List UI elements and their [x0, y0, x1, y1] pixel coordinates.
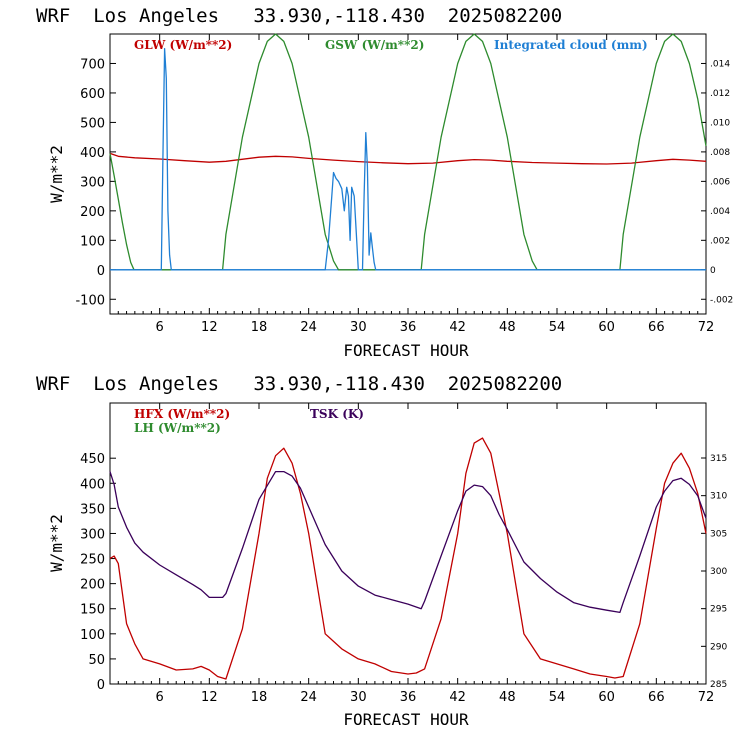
top-chart-xlabel: FORECAST HOUR: [343, 341, 469, 360]
series-line-hfx: [109, 437, 707, 680]
x-tick-label: 24: [300, 690, 317, 705]
x-tick-label: 48: [499, 690, 516, 705]
y-tick-label: 150: [80, 603, 105, 618]
y-tick-label: 500: [80, 116, 105, 131]
series-line-glw: [109, 152, 707, 165]
top-legend-cloud: Integrated cloud (mm): [494, 38, 648, 52]
y2-tick-label: .010: [710, 118, 730, 128]
top-chart-title: WRF Los Angeles 33.930,-118.430 20250822…: [36, 5, 562, 27]
y2-tick-label: .002: [710, 236, 730, 246]
x-tick-label: 42: [449, 320, 466, 335]
y2-tick-label: 315: [710, 454, 727, 464]
x-tick-label: 48: [499, 320, 516, 335]
y2-tick-label: .014: [710, 59, 730, 69]
x-tick-label: 60: [598, 320, 615, 335]
x-tick-label: 36: [400, 690, 417, 705]
bottom-legend-lh: LH (W/m**2): [134, 421, 221, 435]
y2-tick-label: 310: [710, 492, 727, 502]
y-tick-label: 450: [80, 452, 105, 467]
y-tick-label: 100: [80, 628, 105, 643]
top-chart: WRF Los Angeles 33.930,-118.430 20250822…: [36, 5, 733, 360]
top-legend-glw: GLW (W/m**2): [134, 38, 232, 52]
y-tick-label: 400: [80, 146, 105, 161]
y-tick-label: 700: [80, 57, 105, 72]
y2-tick-label: 300: [710, 567, 727, 577]
y-tick-label: 250: [80, 553, 105, 568]
x-tick-label: 30: [350, 320, 367, 335]
bottom-chart-ylabel: W/m**2: [47, 514, 66, 572]
y-tick-label: -100: [75, 293, 105, 308]
x-tick-label: 72: [698, 690, 715, 705]
y2-tick-label: .006: [710, 177, 730, 187]
x-tick-label: 18: [251, 690, 268, 705]
series-line-tsk: [109, 470, 707, 614]
y2-tick-label: .004: [710, 207, 730, 217]
x-tick-label: 72: [698, 320, 715, 335]
x-tick-label: 54: [549, 320, 566, 335]
y2-tick-label: 0: [710, 266, 716, 276]
x-tick-label: 30: [350, 690, 367, 705]
bottom-legend-tsk: TSK (K): [310, 407, 364, 421]
bottom-legend-hfx: HFX (W/m**2): [134, 407, 230, 421]
y-tick-label: 100: [80, 234, 105, 249]
x-tick-label: 24: [300, 320, 317, 335]
x-tick-label: 12: [201, 320, 218, 335]
y2-tick-label: 295: [710, 605, 727, 615]
bottom-chart-frame: [109, 402, 707, 685]
y-tick-label: 50: [88, 653, 105, 668]
y-tick-label: 300: [80, 175, 105, 190]
y2-tick-label: 305: [710, 529, 727, 539]
y-tick-label: 600: [80, 87, 105, 102]
x-tick-label: 66: [648, 320, 665, 335]
y2-tick-label: 290: [710, 642, 727, 652]
y-tick-label: 400: [80, 477, 105, 492]
bottom-chart: WRF Los Angeles 33.930,-118.430 20250822…: [36, 373, 727, 729]
x-tick-label: 6: [156, 690, 164, 705]
top-legend-gsw: GSW (W/m**2): [325, 38, 424, 52]
series-line-gsw: [109, 33, 707, 271]
y-tick-label: 300: [80, 527, 105, 542]
y2-tick-label: -.002: [710, 295, 733, 305]
x-tick-label: 60: [598, 690, 615, 705]
x-tick-label: 12: [201, 690, 218, 705]
x-tick-label: 36: [400, 320, 417, 335]
top-chart-frame: [109, 33, 707, 315]
x-tick-label: 54: [549, 690, 566, 705]
y2-tick-label: .008: [710, 148, 730, 158]
y-tick-label: 200: [80, 578, 105, 593]
x-tick-label: 6: [156, 320, 164, 335]
bottom-chart-title: WRF Los Angeles 33.930,-118.430 20250822…: [36, 373, 562, 395]
y-tick-label: 200: [80, 205, 105, 220]
series-line-integrated: [110, 48, 706, 271]
y2-tick-label: 285: [710, 680, 727, 690]
y-tick-label: 350: [80, 502, 105, 517]
y-tick-label: 0: [97, 264, 105, 279]
top-chart-ylabel: W/m**2: [47, 145, 66, 203]
y-tick-label: 0: [97, 678, 105, 693]
y2-tick-label: .012: [710, 89, 730, 99]
x-tick-label: 66: [648, 690, 665, 705]
x-tick-label: 42: [449, 690, 466, 705]
x-tick-label: 18: [251, 320, 268, 335]
bottom-chart-xlabel: FORECAST HOUR: [343, 710, 469, 729]
